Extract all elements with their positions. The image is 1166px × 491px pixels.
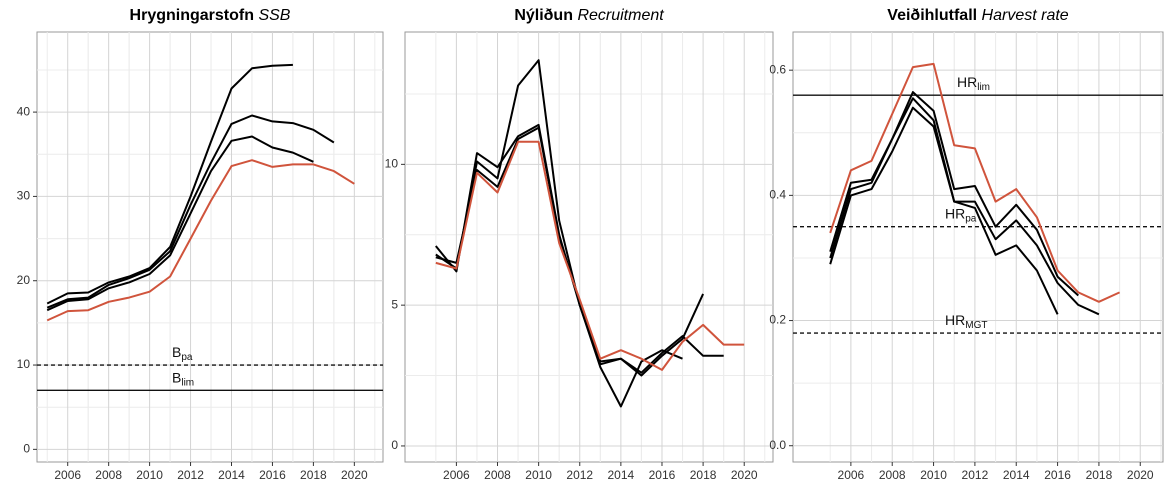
title-main: Nýliðun	[514, 7, 573, 24]
reference-label-main: HR	[957, 74, 977, 90]
y-tick-label: 10	[17, 357, 31, 371]
x-tick-label: 2012	[566, 468, 593, 482]
panel-title: Nýliðun Recruitment	[514, 7, 664, 24]
panel-title: Hrygningarstofn SSB	[130, 7, 291, 24]
reference-label-sub: pa	[181, 352, 193, 363]
y-tick-label: 0.4	[769, 188, 786, 202]
y-tick-label: 0	[23, 442, 30, 456]
y-tick-label: 5	[391, 297, 398, 311]
x-tick-label: 2010	[525, 468, 552, 482]
title-main: Veiðihlutfall	[887, 7, 977, 24]
x-tick-label: 2010	[136, 468, 163, 482]
x-tick-label: 2018	[690, 468, 717, 482]
reference-label: Bpa	[172, 344, 193, 363]
series-line	[46, 63, 293, 305]
series-line	[829, 91, 1079, 297]
panel: Nýliðun Recruitment 0 5 10 2006 2008 2010 2012 2…	[385, 7, 774, 482]
reference-label-main: B	[172, 344, 181, 360]
series-line	[829, 62, 1121, 303]
y-tick-label: 40	[17, 104, 31, 118]
series-line	[829, 106, 1059, 315]
reference-label-main: B	[172, 369, 181, 385]
x-tick-label: 2020	[731, 468, 758, 482]
series-line	[46, 114, 335, 309]
y-tick-label: 0.0	[769, 438, 786, 452]
y-tick-label: 0.6	[769, 62, 786, 76]
x-tick-label: 2016	[1044, 468, 1071, 482]
x-tick-label: 2020	[341, 468, 368, 482]
title-main: Hrygningarstofn	[130, 7, 254, 24]
x-tick-label: 2008	[879, 468, 906, 482]
y-tick-label: 30	[17, 189, 31, 203]
y-tick-label: 20	[17, 273, 31, 287]
x-tick-label: 2006	[838, 468, 865, 482]
panel: Veiðihlutfall Harvest rate 0.0 0.2 0.4 0.6 20…	[769, 7, 1164, 482]
x-tick-label: 2012	[962, 468, 989, 482]
series-line	[829, 97, 1100, 316]
reference-label-sub: pa	[965, 213, 977, 224]
x-tick-label: 2006	[54, 468, 81, 482]
x-tick-label: 2020	[1127, 468, 1154, 482]
x-tick-label: 2014	[1003, 468, 1030, 482]
x-tick-label: 2016	[649, 468, 676, 482]
x-tick-label: 2014	[218, 468, 245, 482]
x-tick-label: 2010	[920, 468, 947, 482]
reference-label: HRMGT	[945, 312, 987, 331]
plot-frame	[36, 31, 384, 463]
reference-label-main: HR	[945, 312, 965, 328]
reference-label: HRlim	[957, 74, 990, 93]
x-tick-label: 2014	[608, 468, 635, 482]
reference-label: HRpa	[945, 205, 977, 224]
reference-label: Blim	[172, 369, 194, 388]
plot-frame	[792, 31, 1164, 463]
reference-label-sub: MGT	[965, 320, 987, 331]
reference-label-sub: lim	[977, 82, 990, 93]
title-en: SSB	[258, 7, 290, 24]
x-tick-label: 2008	[484, 468, 511, 482]
title-en: Harvest rate	[982, 7, 1069, 24]
x-tick-label: 2016	[259, 468, 286, 482]
y-tick-label: 0.2	[769, 313, 786, 327]
x-tick-label: 2008	[95, 468, 122, 482]
panel: Hrygningarstofn SSB 0 10 20 30 40 2006 2008 2010…	[17, 7, 384, 482]
reference-label-main: HR	[945, 205, 965, 221]
series-line	[46, 159, 355, 322]
reference-label-sub: lim	[181, 377, 194, 388]
series-line	[435, 59, 705, 377]
x-tick-label: 2018	[1086, 468, 1113, 482]
series-line	[46, 135, 314, 312]
y-tick-label: 0	[391, 438, 398, 452]
title-en: Recruitment	[577, 7, 664, 24]
x-tick-label: 2012	[177, 468, 204, 482]
series-line	[435, 140, 745, 371]
x-tick-label: 2006	[443, 468, 470, 482]
x-tick-label: 2018	[300, 468, 327, 482]
plot-frame	[404, 31, 774, 463]
y-tick-label: 10	[385, 157, 399, 171]
panel-title: Veiðihlutfall Harvest rate	[887, 7, 1068, 24]
